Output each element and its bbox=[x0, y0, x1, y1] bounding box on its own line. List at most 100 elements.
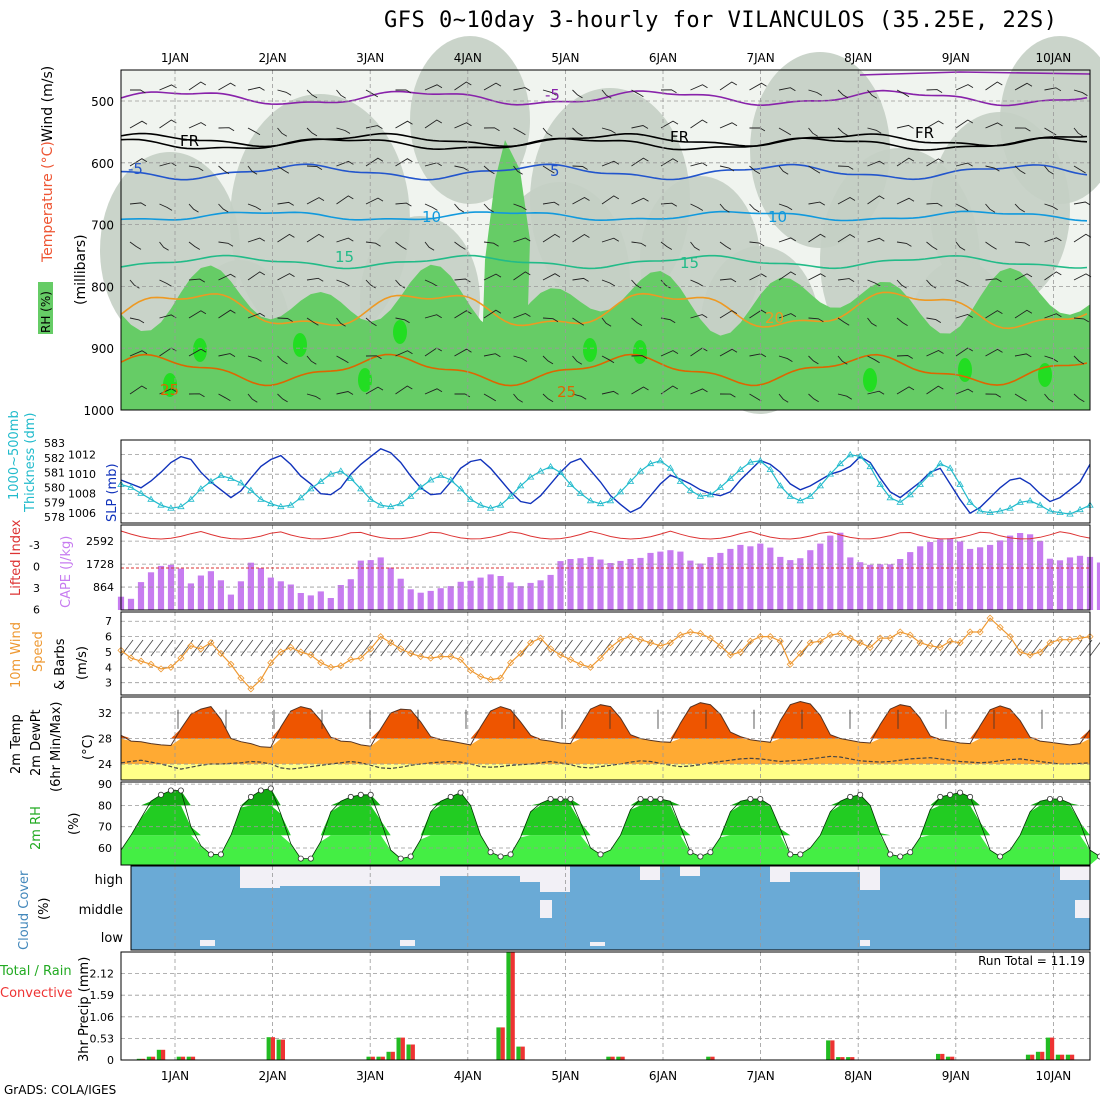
cape-bar bbox=[1027, 534, 1034, 610]
dewpoint-line bbox=[120, 755, 1091, 770]
cape-bar bbox=[157, 565, 165, 610]
thickness-marker bbox=[916, 480, 924, 487]
slp-thickness-panel bbox=[117, 440, 1094, 523]
wind-barb bbox=[896, 355, 913, 359]
thickness-marker bbox=[976, 507, 984, 514]
wind-barb bbox=[690, 279, 704, 287]
rh2m-tick: 70 bbox=[98, 821, 112, 834]
cape-bar bbox=[467, 580, 474, 610]
rh2m-marker bbox=[887, 851, 894, 858]
wind-barb bbox=[336, 89, 346, 99]
slp-label: SLP (mb) bbox=[105, 463, 120, 522]
wind-barb bbox=[719, 165, 735, 172]
wind10-barb bbox=[1029, 639, 1043, 657]
rh2m-marker bbox=[947, 791, 954, 798]
wind10-barb bbox=[540, 639, 553, 657]
wind10-barb bbox=[600, 639, 613, 657]
cape-bar bbox=[317, 591, 324, 610]
wind-barb bbox=[188, 81, 207, 91]
cape-bar bbox=[497, 576, 504, 610]
precip-conv-bar bbox=[400, 1037, 405, 1060]
isotherm-line bbox=[120, 210, 1088, 222]
contour-label: -5 bbox=[545, 86, 560, 104]
cloud-clear-gap bbox=[860, 866, 880, 890]
wind-barb bbox=[188, 310, 207, 319]
temp2m-frame bbox=[120, 696, 1091, 781]
thickness-marker bbox=[307, 485, 315, 492]
wind10-marker bbox=[756, 633, 764, 641]
wind10-barb bbox=[460, 639, 473, 657]
wind-barb bbox=[188, 393, 205, 398]
precip-tick: 0 bbox=[107, 1054, 114, 1067]
wind-barb bbox=[749, 203, 760, 213]
wind-barb bbox=[837, 89, 849, 99]
wind10-marker bbox=[347, 656, 355, 664]
wind-barb bbox=[660, 241, 673, 250]
cape-bar bbox=[537, 580, 544, 610]
thickness-marker bbox=[416, 483, 425, 490]
wind-barb bbox=[218, 273, 236, 281]
wind-barb bbox=[601, 390, 619, 395]
thickness-tick: 583 bbox=[44, 437, 65, 450]
wind10-barb bbox=[420, 639, 434, 657]
temp2m-tick: 24 bbox=[98, 758, 112, 771]
wind10-marker bbox=[157, 665, 165, 673]
wind10-tick: 3 bbox=[105, 677, 112, 690]
cape-bar bbox=[487, 574, 494, 610]
cape-bar bbox=[277, 581, 284, 610]
wind10-marker bbox=[467, 666, 475, 674]
wind10-barb bbox=[330, 639, 344, 657]
cape-bar bbox=[237, 581, 244, 610]
temp2m-label-a: 2m Temp bbox=[9, 714, 24, 774]
wind-barb bbox=[336, 391, 354, 395]
wind10-marker bbox=[946, 637, 954, 645]
wind-barb bbox=[277, 89, 292, 96]
wind-barb bbox=[306, 317, 319, 326]
wind-barb bbox=[483, 203, 494, 213]
thickness-marker bbox=[147, 495, 155, 502]
precip-label-a: Total / Rain bbox=[0, 964, 72, 979]
wind-barb bbox=[660, 89, 677, 94]
cape-bar bbox=[207, 571, 214, 610]
wind10-barb bbox=[490, 639, 503, 657]
thickness-marker bbox=[876, 480, 884, 487]
wind-barb bbox=[365, 386, 384, 395]
date-label-bottom: 4JAN bbox=[454, 1069, 482, 1083]
wind10-barb bbox=[400, 639, 414, 657]
wind10-marker bbox=[197, 645, 205, 653]
run-total: Run Total = 11.19 bbox=[978, 954, 1085, 968]
chart-title: GFS 0~10day 3-hourly for VILANCULOS (35.… bbox=[384, 8, 1058, 33]
rh2m-marker bbox=[957, 789, 964, 796]
wind-barb bbox=[424, 314, 442, 319]
wind-barb bbox=[808, 393, 819, 403]
wind-barb bbox=[926, 158, 944, 167]
thickness-marker bbox=[606, 497, 615, 504]
thickness-marker bbox=[806, 492, 815, 499]
wind-barb bbox=[985, 241, 997, 250]
rh2m-marker bbox=[697, 853, 704, 860]
wind10-marker bbox=[267, 659, 275, 667]
wind-barb bbox=[985, 165, 1000, 172]
wind-barb bbox=[218, 82, 236, 91]
wind-barb bbox=[454, 278, 471, 283]
rh2m-marker bbox=[247, 793, 254, 800]
wind10-marker bbox=[187, 642, 195, 650]
thickness-marker bbox=[386, 502, 395, 510]
precip-tick: 1.06 bbox=[90, 1011, 115, 1024]
thickness-marker bbox=[546, 462, 555, 470]
rh2m-marker bbox=[487, 849, 494, 856]
rh-green-column bbox=[480, 140, 530, 410]
wind-barb bbox=[336, 355, 349, 364]
wind10m-panel bbox=[117, 612, 1100, 695]
wind10-barb bbox=[580, 639, 593, 657]
thickness-marker bbox=[666, 464, 675, 471]
wind-barb bbox=[454, 122, 472, 129]
wind10-marker bbox=[796, 649, 804, 658]
wind-barb bbox=[837, 127, 849, 137]
rh2m-panel bbox=[120, 782, 1100, 865]
wind10-barb bbox=[260, 639, 274, 657]
precip-panel bbox=[121, 952, 1090, 1060]
thickness-marker bbox=[646, 459, 655, 467]
thickness-marker bbox=[177, 502, 185, 510]
wind-barb bbox=[631, 157, 649, 167]
